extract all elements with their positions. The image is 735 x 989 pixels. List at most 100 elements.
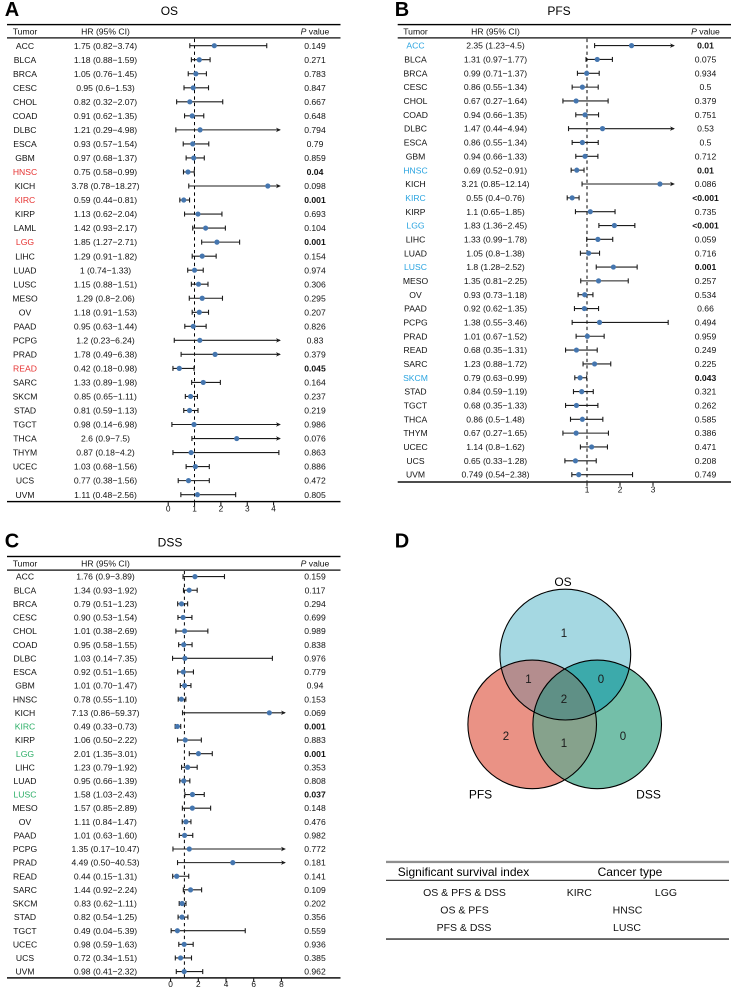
svg-text:1.33 (0.89−1.98): 1.33 (0.89−1.98) xyxy=(74,378,137,388)
svg-text:0.934: 0.934 xyxy=(695,68,717,78)
svg-text:0.559: 0.559 xyxy=(304,926,326,936)
svg-text:0.93 (0.57−1.54): 0.93 (0.57−1.54) xyxy=(74,139,137,149)
svg-text:0.82 (0.32−2.07): 0.82 (0.32−2.07) xyxy=(74,97,137,107)
svg-text:OS & PFS: OS & PFS xyxy=(440,905,488,917)
svg-text:0.84 (0.59−1.19): 0.84 (0.59−1.19) xyxy=(464,387,527,397)
svg-text:KIRC: KIRC xyxy=(15,195,36,205)
svg-text:OV: OV xyxy=(409,290,422,300)
svg-text:KIRP: KIRP xyxy=(15,735,35,745)
svg-text:PAAD: PAAD xyxy=(404,304,427,314)
svg-text:UVM: UVM xyxy=(15,490,34,500)
svg-text:0.772: 0.772 xyxy=(304,844,326,854)
svg-text:1.34 (0.93−1.92): 1.34 (0.93−1.92) xyxy=(74,585,137,595)
svg-text:PRAD: PRAD xyxy=(404,331,428,341)
svg-text:0.75 (0.58−0.99): 0.75 (0.58−0.99) xyxy=(74,167,137,177)
svg-text:READ: READ xyxy=(13,363,37,373)
svg-text:0.95 (0.66−1.39): 0.95 (0.66−1.39) xyxy=(74,776,137,786)
svg-text:0.808: 0.808 xyxy=(304,776,326,786)
svg-text:1.23 (0.79−1.92): 1.23 (0.79−1.92) xyxy=(74,762,137,772)
svg-text:0.385: 0.385 xyxy=(304,953,326,963)
svg-text:0.117: 0.117 xyxy=(305,585,326,595)
svg-text:0.472: 0.472 xyxy=(304,476,326,486)
svg-text:0.81 (0.59−1.13): 0.81 (0.59−1.13) xyxy=(74,406,137,416)
svg-text:0.65 (0.33−1.28): 0.65 (0.33−1.28) xyxy=(464,456,527,466)
svg-text:UVM: UVM xyxy=(15,967,34,977)
svg-text:0.974: 0.974 xyxy=(304,265,326,275)
svg-text:BRCA: BRCA xyxy=(13,599,37,609)
svg-text:0.585: 0.585 xyxy=(695,414,717,424)
svg-text:0.976: 0.976 xyxy=(304,653,326,663)
svg-text:1.01 (0.63−1.60): 1.01 (0.63−1.60) xyxy=(74,830,137,840)
svg-text:1: 1 xyxy=(525,674,531,686)
svg-text:UCS: UCS xyxy=(406,456,424,466)
svg-text:STAD: STAD xyxy=(14,912,36,922)
svg-text:1.85 (1.27−2.71): 1.85 (1.27−2.71) xyxy=(74,237,137,247)
svg-text:0.794: 0.794 xyxy=(304,125,326,135)
svg-text:0.141: 0.141 xyxy=(304,871,326,881)
svg-text:1 (0.74−1.33): 1 (0.74−1.33) xyxy=(80,265,131,275)
svg-text:1.47 (0.44−4.94): 1.47 (0.44−4.94) xyxy=(464,124,527,134)
svg-text:THYM: THYM xyxy=(403,428,427,438)
svg-text:0.001: 0.001 xyxy=(304,749,326,759)
svg-text:0.751: 0.751 xyxy=(695,110,717,120)
svg-text:1.35 (0.17−10.47): 1.35 (0.17−10.47) xyxy=(71,844,139,854)
svg-text:0.982: 0.982 xyxy=(304,830,326,840)
svg-text:PFS: PFS xyxy=(469,787,492,801)
svg-text:GBM: GBM xyxy=(406,151,426,161)
svg-text:1.03 (0.68−1.56): 1.03 (0.68−1.56) xyxy=(74,462,137,472)
svg-text:0.44 (0.15−1.31): 0.44 (0.15−1.31) xyxy=(74,871,137,881)
svg-text:PFS: PFS xyxy=(547,4,570,18)
svg-text:BRCA: BRCA xyxy=(404,68,428,78)
svg-text:1.42 (0.93−2.17): 1.42 (0.93−2.17) xyxy=(74,223,137,233)
svg-text:4: 4 xyxy=(224,979,229,989)
svg-text:Tumor: Tumor xyxy=(403,26,428,36)
svg-text:PAAD: PAAD xyxy=(14,830,37,840)
svg-text:2.35 (1.23−4.5): 2.35 (1.23−4.5) xyxy=(466,41,525,51)
svg-text:1.01 (0.38−2.69): 1.01 (0.38−2.69) xyxy=(74,626,137,636)
svg-text:ESCA: ESCA xyxy=(13,667,37,677)
svg-text:CESC: CESC xyxy=(404,82,428,92)
svg-text:2: 2 xyxy=(219,504,224,514)
svg-text:0.494: 0.494 xyxy=(695,318,717,328)
svg-text:LIHC: LIHC xyxy=(15,762,35,772)
svg-text:KIRC: KIRC xyxy=(15,722,36,732)
svg-text:OS: OS xyxy=(554,575,571,589)
svg-text:SARC: SARC xyxy=(13,885,37,895)
svg-text:A: A xyxy=(5,0,19,21)
svg-text:0.68 (0.35−1.31): 0.68 (0.35−1.31) xyxy=(464,345,527,355)
svg-text:0.321: 0.321 xyxy=(695,387,717,397)
svg-text:0.534: 0.534 xyxy=(695,290,717,300)
svg-text:PRAD: PRAD xyxy=(13,858,37,868)
svg-text:0.886: 0.886 xyxy=(304,462,326,472)
svg-text:0.826: 0.826 xyxy=(304,321,326,331)
svg-text:CHOL: CHOL xyxy=(404,96,428,106)
svg-text:PCPG: PCPG xyxy=(13,844,38,854)
svg-text:SARC: SARC xyxy=(13,378,37,388)
svg-text:0.104: 0.104 xyxy=(304,223,326,233)
svg-text:Tumor: Tumor xyxy=(13,558,38,568)
svg-text:HNSC: HNSC xyxy=(13,694,37,704)
svg-text:0.49 (0.04−5.39): 0.49 (0.04−5.39) xyxy=(74,926,137,936)
svg-text:PFS & DSS: PFS & DSS xyxy=(437,922,492,934)
svg-text:1: 1 xyxy=(585,485,590,495)
svg-text:1: 1 xyxy=(561,738,567,750)
svg-text:0.219: 0.219 xyxy=(304,406,326,416)
svg-text:0.149: 0.149 xyxy=(304,41,326,51)
svg-text:THCA: THCA xyxy=(13,434,37,444)
svg-text:1.83 (1.36−2.45): 1.83 (1.36−2.45) xyxy=(464,221,527,231)
svg-text:0.79 (0.63−0.99): 0.79 (0.63−0.99) xyxy=(464,373,527,383)
svg-text:0.59 (0.44−0.81): 0.59 (0.44−0.81) xyxy=(74,195,137,205)
svg-text:CHOL: CHOL xyxy=(13,626,37,636)
svg-text:0.5: 0.5 xyxy=(700,138,712,148)
svg-text:B: B xyxy=(395,0,409,21)
svg-text:2.6 (0.9−7.5): 2.6 (0.9−7.5) xyxy=(81,434,130,444)
svg-text:0.95 (0.6−1.53): 0.95 (0.6−1.53) xyxy=(76,83,135,93)
svg-text:SKCM: SKCM xyxy=(13,392,38,402)
svg-text:0.001: 0.001 xyxy=(304,195,326,205)
svg-text:UVM: UVM xyxy=(406,470,425,480)
svg-text:1.2 (0.23−6.24): 1.2 (0.23−6.24) xyxy=(76,335,135,345)
svg-text:0.72 (0.34−1.51): 0.72 (0.34−1.51) xyxy=(74,953,137,963)
svg-text:ACC: ACC xyxy=(406,41,424,51)
svg-text:1.15 (0.88−1.51): 1.15 (0.88−1.51) xyxy=(74,279,137,289)
svg-text:GBM: GBM xyxy=(15,681,35,691)
